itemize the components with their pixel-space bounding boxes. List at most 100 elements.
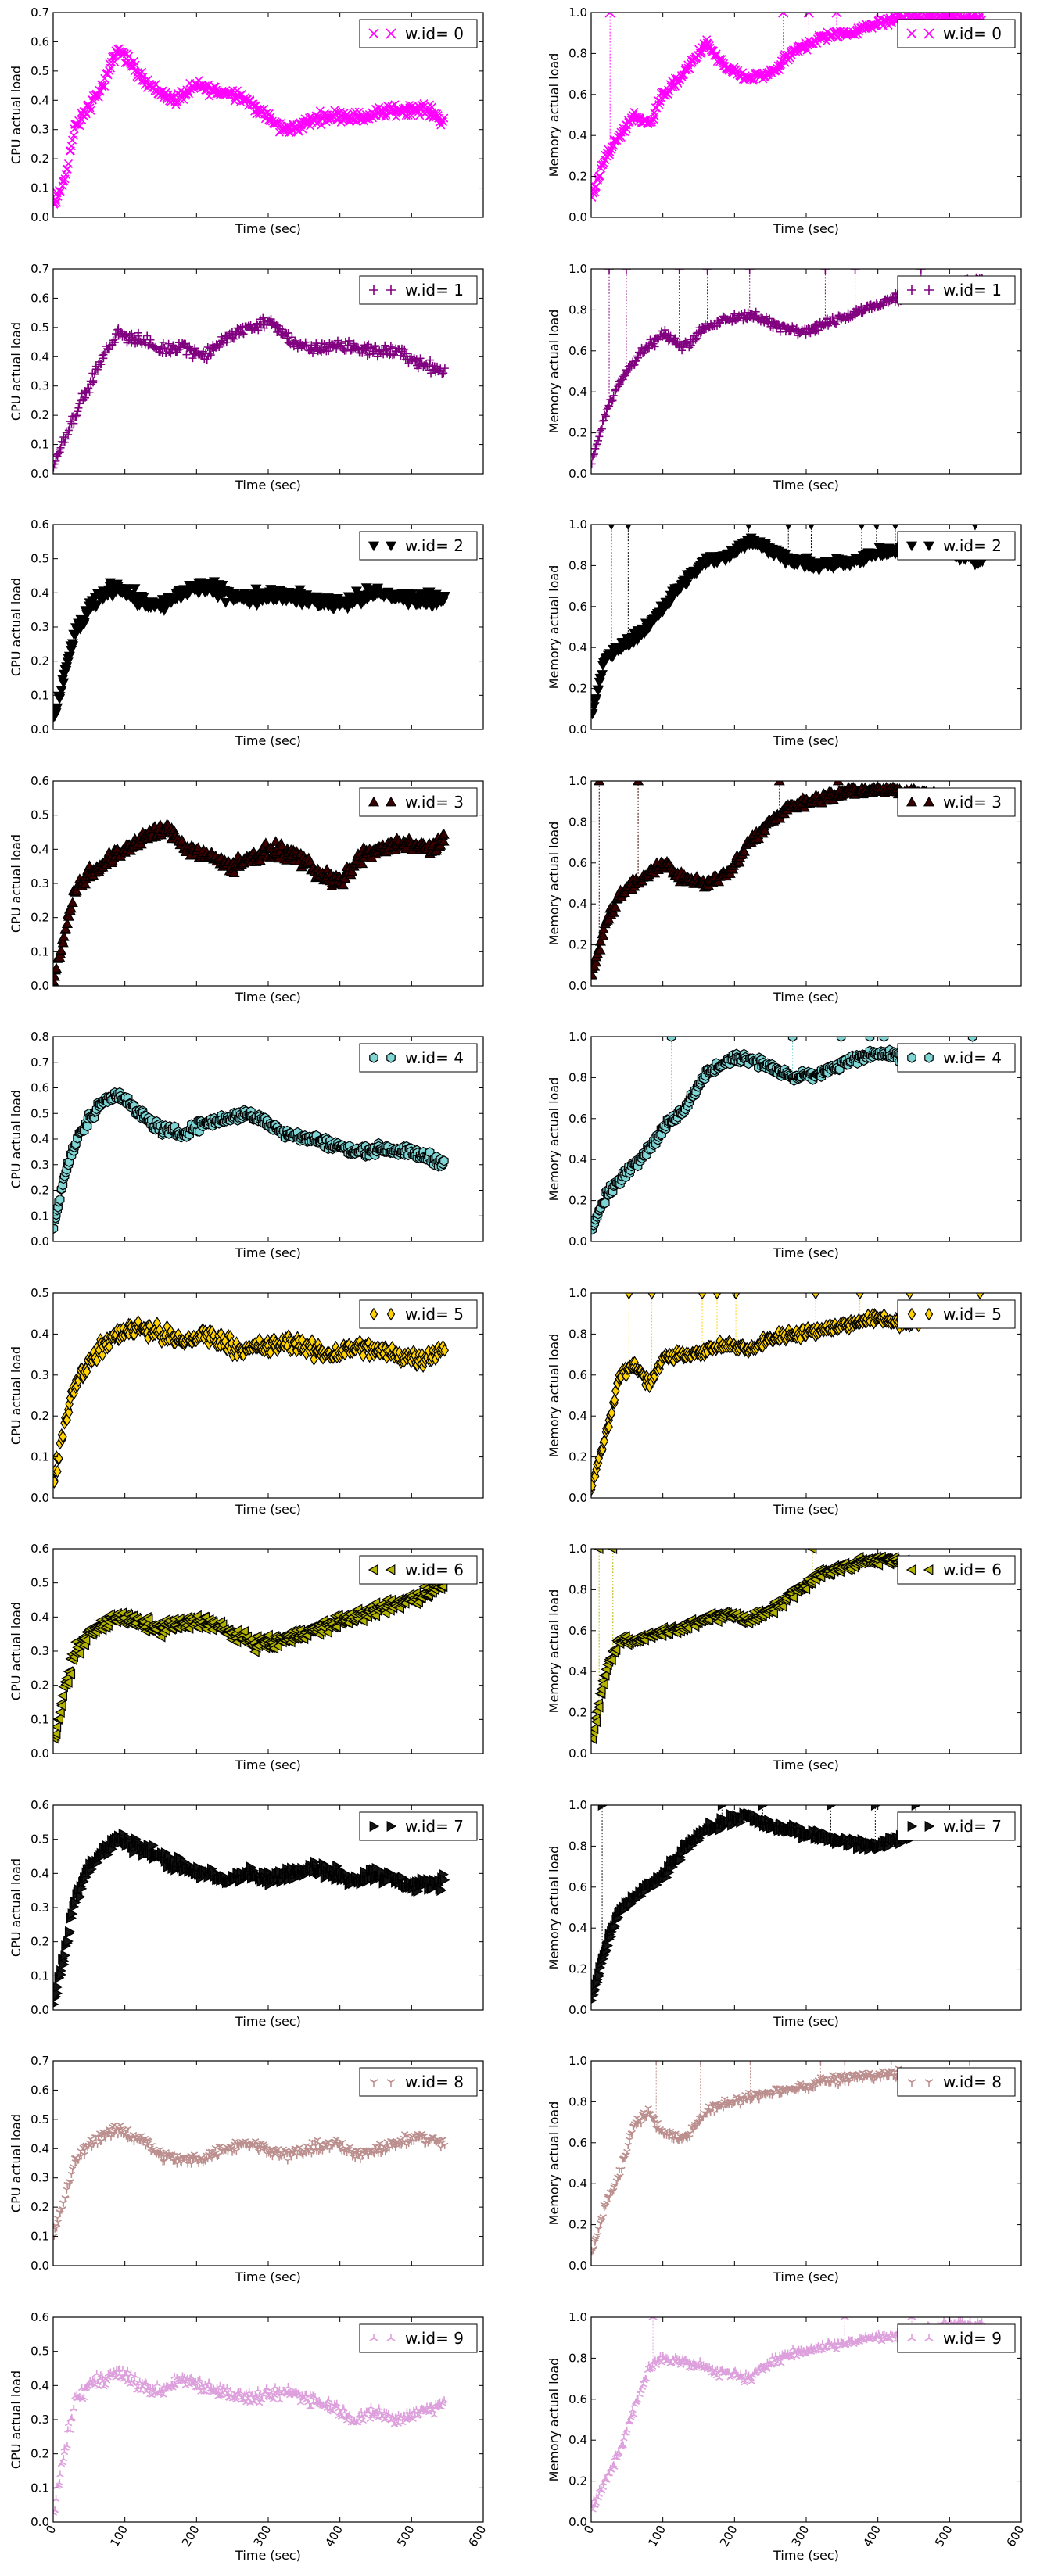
data-point (368, 796, 380, 807)
data-point (751, 307, 760, 316)
x-axis-label: Time (sec) (235, 478, 301, 493)
data-point (748, 76, 758, 85)
data-point (98, 1348, 107, 1362)
data-point (594, 781, 605, 786)
data-point (283, 334, 292, 342)
data-point (634, 353, 643, 362)
y-tick-label: 0.0 (568, 722, 587, 736)
y-tick-label: 0.8 (568, 815, 587, 829)
data-point (59, 1430, 67, 1444)
y-tick-label: 0.8 (568, 46, 587, 60)
data-point (229, 335, 238, 343)
series-points (591, 13, 987, 202)
data-point (86, 106, 95, 115)
data-point (803, 13, 814, 18)
data-point (596, 670, 608, 680)
data-point (626, 115, 636, 124)
data-point (597, 923, 609, 933)
legend-label: w.id= 4 (943, 1048, 1002, 1067)
legend-box (359, 19, 478, 48)
data-point (832, 781, 844, 786)
legend-box (897, 531, 1016, 561)
data-point (640, 349, 649, 357)
data-point (595, 432, 604, 441)
data-point (368, 541, 380, 552)
y-tick-label: 1.0 (568, 518, 587, 532)
data-point (702, 269, 712, 274)
data-point (70, 419, 78, 428)
data-point (615, 380, 624, 389)
y-tick-label: 0.5 (30, 321, 49, 335)
y-tick-label: 0.4 (568, 897, 587, 911)
y-tick-label: 0.3 (30, 123, 49, 137)
data-point (82, 1121, 92, 1132)
data-point (436, 366, 444, 374)
data-point (654, 100, 664, 109)
data-point (828, 313, 837, 321)
data-point (696, 329, 705, 338)
legend-label: w.id= 4 (405, 1048, 464, 1067)
y-tick-label: 0.6 (30, 1081, 49, 1095)
data-point (143, 331, 152, 340)
y-tick-label: 0.5 (30, 808, 49, 822)
y-tick-label: 0.8 (568, 1070, 587, 1084)
data-point (94, 92, 103, 102)
data-point (56, 448, 64, 457)
data-point (604, 13, 615, 18)
data-point (267, 315, 275, 324)
data-point (56, 944, 67, 955)
data-point (772, 66, 781, 76)
data-point (923, 541, 935, 552)
data-point (63, 159, 74, 168)
data-point (595, 171, 604, 181)
y-tick-label: 0.4 (568, 1152, 587, 1166)
y-axis-label: CPU actual load (9, 322, 23, 421)
series-points (53, 577, 450, 723)
y-tick-label: 0.6 (568, 1112, 587, 1126)
data-point (591, 694, 602, 704)
data-point (597, 930, 609, 940)
data-point (657, 327, 665, 335)
y-tick-label: 0.6 (568, 856, 587, 870)
data-point (744, 269, 755, 274)
data-point (286, 127, 296, 137)
data-point (368, 349, 377, 357)
data-point (439, 1155, 449, 1166)
y-tick-label: 1.0 (568, 1030, 587, 1044)
y-tick-label: 0.4 (568, 128, 587, 142)
data-point (592, 442, 601, 450)
y-tick-label: 0.2 (568, 682, 587, 696)
data-point (924, 1052, 934, 1063)
x-axis-label: Time (sec) (773, 990, 839, 1005)
y-tick-label: 0.1 (30, 438, 49, 452)
y-tick-label: 0.4 (30, 93, 49, 107)
data-point (609, 391, 618, 399)
data-point (272, 321, 281, 329)
y-tick-label: 0.3 (30, 876, 49, 890)
data-point (345, 336, 353, 345)
y-tick-label: 0.1 (30, 181, 49, 195)
data-point (56, 443, 65, 452)
data-point (386, 28, 396, 39)
data-point (426, 356, 435, 364)
y-tick-label: 0.8 (30, 1030, 49, 1044)
legend-box (359, 787, 478, 817)
data-point (254, 326, 263, 335)
data-point (687, 341, 695, 349)
y-tick-label: 0.4 (30, 1132, 49, 1146)
data-point (333, 336, 342, 345)
data-point (403, 349, 411, 358)
data-point (228, 867, 240, 877)
legend-label: w.id= 1 (405, 281, 464, 299)
data-point (598, 417, 607, 425)
y-axis-label: Memory actual load (547, 822, 561, 946)
data-point (135, 838, 147, 849)
data-point (591, 709, 598, 720)
data-point (53, 1464, 62, 1478)
data-point (170, 342, 178, 351)
series-points (53, 313, 449, 472)
